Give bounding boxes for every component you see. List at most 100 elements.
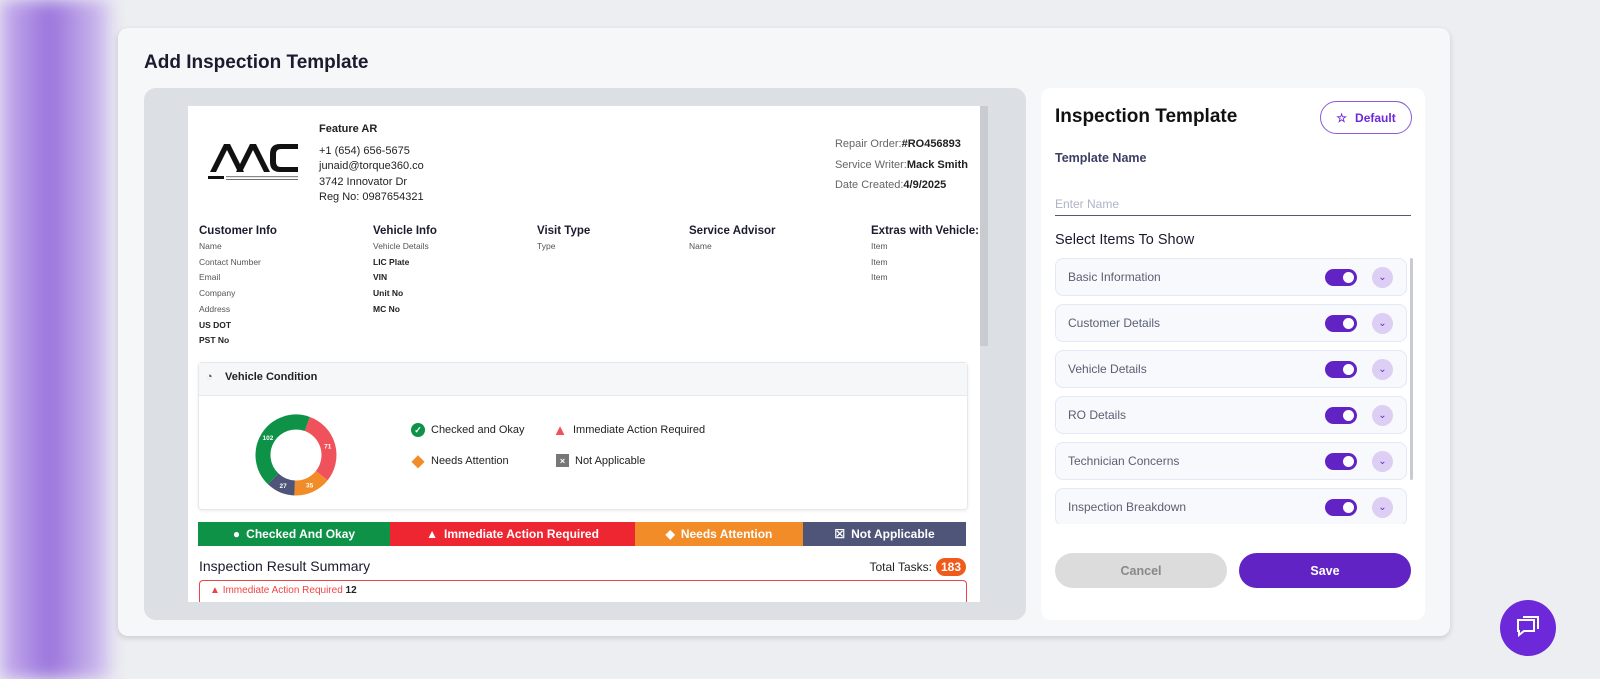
preview-scrollbar[interactable]: [980, 106, 988, 346]
summary-title: Inspection Result Summary: [199, 558, 371, 574]
legend-checked: ✓ Checked and Okay: [411, 423, 525, 437]
template-settings-panel: Inspection Template ☆ Default Template Na…: [1041, 88, 1425, 620]
legend-na: × Not Applicable: [556, 454, 645, 467]
column-title: Service Advisor: [689, 225, 776, 237]
save-button[interactable]: Save: [1239, 553, 1411, 588]
shop-phone: +1 (654) 656-5675: [319, 144, 410, 157]
status-label: Checked And Okay: [246, 527, 356, 541]
item-toggle[interactable]: [1325, 315, 1357, 332]
shop-email: junaid@torque360.co: [319, 160, 424, 172]
iar-summary: ▲ Immediate Action Required 12: [199, 580, 967, 602]
column-item: Contact Number: [199, 256, 261, 267]
item-label: Customer Details: [1068, 316, 1161, 330]
warning-icon: ▲: [552, 421, 568, 439]
column-title: Customer Info: [199, 225, 277, 237]
item-toggle[interactable]: [1325, 453, 1357, 470]
shop-address: 3742 Innovator Dr: [319, 175, 408, 188]
vehicle-condition-card: ◔ Vehicle Condition 71 35 27 102 ✓ Checked an…: [198, 362, 968, 510]
item-toggle[interactable]: [1325, 499, 1357, 516]
status-label: Needs Attention: [680, 527, 773, 541]
panel-title: Inspection Template: [1055, 106, 1238, 127]
status-na[interactable]: ☒ Not Applicable: [803, 522, 966, 546]
column-title: Visit Type: [537, 225, 591, 237]
info-column: Customer Info Name Contact Number Email Comp…: [199, 224, 277, 349]
template-item: Technician Concerns ⌄: [1055, 442, 1407, 480]
item-toggle[interactable]: [1325, 269, 1357, 286]
column-item: Address: [199, 303, 231, 314]
total-badge: 183: [935, 558, 966, 576]
legend-label: Immediate Action Required: [573, 424, 706, 436]
total-tasks: Total Tasks: 183: [869, 558, 966, 576]
x-square-icon: ×: [556, 454, 569, 467]
chevron-down-icon[interactable]: ⌄: [1372, 359, 1393, 380]
item-label: Technician Concerns: [1068, 454, 1180, 468]
template-item: RO Details ⌄: [1055, 396, 1407, 434]
column-item: Name: [689, 241, 712, 251]
legend-label: Checked and Okay: [431, 424, 525, 436]
column-title: Extras with Vehicle:: [871, 225, 980, 237]
status-attention[interactable]: ◆ Needs Attention: [635, 522, 803, 546]
shop-name: Feature AR: [319, 123, 378, 135]
status-immediate[interactable]: ▲ Immediate Action Required: [390, 522, 635, 546]
column-item: Email: [199, 272, 221, 283]
preview-paper: Feature AR +1 (654) 656-5675 junaid@torq…: [188, 106, 980, 602]
donut-label: 35: [306, 483, 314, 490]
status-label: Immediate Action Required: [443, 527, 599, 541]
column-item: Item: [871, 256, 888, 267]
info-column: Visit Type Type: [537, 224, 590, 255]
donut-slice: [304, 416, 337, 481]
chat-icon: [1517, 616, 1539, 638]
info-column: Extras with Vehicle: Item Item Item: [871, 224, 979, 286]
template-name-label: Template Name: [1055, 151, 1147, 165]
status-bar: ● Checked And Okay ▲ Immediate Action Requ…: [198, 522, 966, 546]
donut-slice: [255, 414, 310, 485]
donut-label: 71: [324, 444, 332, 451]
chevron-down-icon[interactable]: ⌄: [1372, 451, 1393, 472]
warning-icon: ▲: [426, 527, 438, 541]
ro-label: Repair Order:: [834, 138, 902, 150]
default-button[interactable]: ☆ Default: [1320, 101, 1412, 134]
column-item: Name: [199, 241, 222, 251]
chat-button[interactable]: [1500, 600, 1556, 656]
warning-icon: ▲: [210, 585, 223, 596]
item-toggle[interactable]: [1325, 361, 1357, 378]
template-item: Customer Details ⌄: [1055, 304, 1407, 342]
template-item: Vehicle Details ⌄: [1055, 350, 1407, 388]
chevron-down-icon[interactable]: ⌄: [1372, 405, 1393, 426]
date-label: Date Created:: [834, 179, 904, 191]
legend-immediate: ▲ Immediate Action Required: [552, 421, 706, 439]
iar-label: Immediate Action Required: [222, 585, 343, 596]
chevron-down-icon[interactable]: ⌄: [1372, 497, 1393, 518]
items-scrollbar[interactable]: [1410, 258, 1413, 480]
donut-label: 102: [263, 435, 274, 442]
background-blur: [0, 0, 110, 679]
template-preview: Feature AR +1 (654) 656-5675 junaid@torq…: [144, 88, 1026, 620]
column-item: Item: [871, 241, 888, 251]
page-title: Add Inspection Template: [144, 52, 369, 73]
column-item: Item: [871, 272, 888, 283]
select-items-label: Select Items To Show: [1055, 232, 1195, 248]
donut-slice: [294, 470, 328, 496]
status-label: Not Applicable: [851, 527, 935, 541]
item-label: Basic Information: [1068, 270, 1161, 284]
legend-label: Not Applicable: [575, 454, 646, 467]
writer-label: Service Writer:: [834, 158, 907, 171]
item-label: RO Details: [1068, 408, 1127, 422]
column-item: Unit No: [373, 288, 404, 299]
item-toggle[interactable]: [1325, 407, 1357, 424]
column-item: LIC Plate: [373, 256, 410, 267]
template-item: Basic Information ⌄: [1055, 258, 1407, 296]
template-name-input[interactable]: [1055, 192, 1411, 216]
donut-label: 27: [279, 483, 287, 490]
chevron-down-icon[interactable]: ⌄: [1372, 313, 1393, 334]
items-list: Basic Information ⌄ Customer Details ⌄ Vehic…: [1055, 258, 1407, 524]
column-item: MC No: [373, 303, 400, 314]
status-checked[interactable]: ● Checked And Okay: [198, 522, 390, 546]
cancel-button[interactable]: Cancel: [1055, 553, 1227, 588]
chevron-down-icon[interactable]: ⌄: [1372, 267, 1393, 288]
shop-reg: Reg No: 0987654321: [319, 191, 424, 203]
check-circle-icon: ✓: [411, 423, 425, 437]
column-item: Company: [199, 288, 236, 299]
logo-mark: [208, 144, 298, 180]
modal-card: Add Inspection Template Feature AR +1 (6…: [118, 28, 1450, 636]
